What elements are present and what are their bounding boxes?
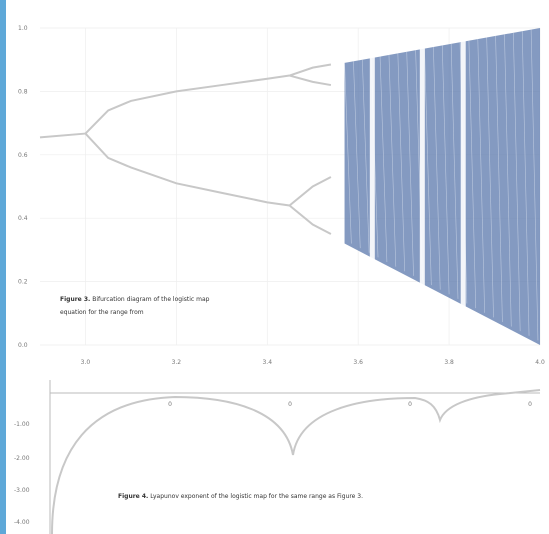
chaos-streak <box>379 56 388 263</box>
x-tick-label: 3.8 <box>444 359 454 366</box>
left-accent-bar <box>0 0 6 534</box>
x-tick-label: 3.6 <box>353 359 363 366</box>
chaos-streak <box>477 39 485 313</box>
chaos-streak <box>433 47 441 290</box>
lyapunov-zero-label: 0 <box>288 401 292 408</box>
bifurcation-caption-label: Figure 3. <box>60 296 91 303</box>
periodic-window <box>460 39 466 307</box>
lyapunov-zero-label: 0 <box>168 401 172 408</box>
chaos-streak <box>388 54 397 267</box>
lyapunov-y-tick-label: -4.00 <box>14 519 30 526</box>
bifurcation-branch <box>84 132 290 207</box>
chaos-streak <box>424 48 432 286</box>
y-tick-label: 0.6 <box>18 152 28 159</box>
lyapunov-curve <box>51 389 541 534</box>
lyapunov-zero-label: 0 <box>408 401 412 408</box>
x-tick-label: 3.2 <box>172 359 182 366</box>
chaos-streak <box>441 45 450 295</box>
bifurcation-branch <box>39 132 86 139</box>
chaos-streak <box>450 43 459 299</box>
chaos-streak <box>406 51 414 276</box>
chaos-streak <box>486 37 494 318</box>
chaos-region <box>344 28 540 345</box>
chaos-streak <box>344 62 352 244</box>
periodic-window <box>369 56 375 260</box>
bifurcation-branch <box>289 63 332 77</box>
bifurcation-branch <box>288 204 332 235</box>
x-tick-label: 4.0 <box>535 359 545 366</box>
chaos-streak <box>397 53 405 272</box>
y-tick-label: 0.4 <box>18 215 28 222</box>
bifurcation-chart: 3.0 3.2 3.4 3.6 3.8 4.0 1.0 0.8 0.6 0.4 0.2 0.0 <box>18 25 545 366</box>
bifurcation-caption: Figure 3. Bifurcation diagram of the log… <box>60 293 210 319</box>
lyapunov-zero-label: 0 <box>528 401 532 408</box>
bifurcation-branch <box>288 176 332 207</box>
bifurcation-caption-text: Bifurcation diagram of the logistic map … <box>60 296 210 316</box>
chaos-streak <box>513 32 521 332</box>
chaos-streak <box>495 35 503 322</box>
y-tick-label: 1.0 <box>18 25 28 32</box>
x-tick-label: 3.4 <box>262 359 272 366</box>
lyapunov-caption-text: Lyapunov exponent of the logistic map fo… <box>150 493 363 500</box>
lyapunov-caption: Figure 4. Lyapunov exponent of the logis… <box>118 490 438 503</box>
lyapunov-y-tick-label: -2.00 <box>14 455 30 462</box>
y-tick-label: 0.2 <box>18 279 28 286</box>
chaos-streak <box>353 61 361 249</box>
bifurcation-branch <box>289 74 332 87</box>
bifurcation-branch <box>84 74 290 135</box>
y-tick-label: 0.8 <box>18 88 28 95</box>
lyapunov-y-tick-label: -3.00 <box>14 487 30 494</box>
periodic-window <box>419 47 425 286</box>
chaos-streak <box>468 40 477 309</box>
x-tick-label: 3.0 <box>81 359 91 366</box>
lyapunov-caption-label: Figure 4. <box>118 493 149 500</box>
chaos-streak <box>521 31 530 336</box>
chaos-streak <box>362 59 370 253</box>
chaos-streak <box>504 34 512 327</box>
lyapunov-y-tick-label: -1.00 <box>14 421 30 428</box>
y-tick-label: 0.0 <box>18 342 28 349</box>
chaos-streak <box>530 29 539 341</box>
